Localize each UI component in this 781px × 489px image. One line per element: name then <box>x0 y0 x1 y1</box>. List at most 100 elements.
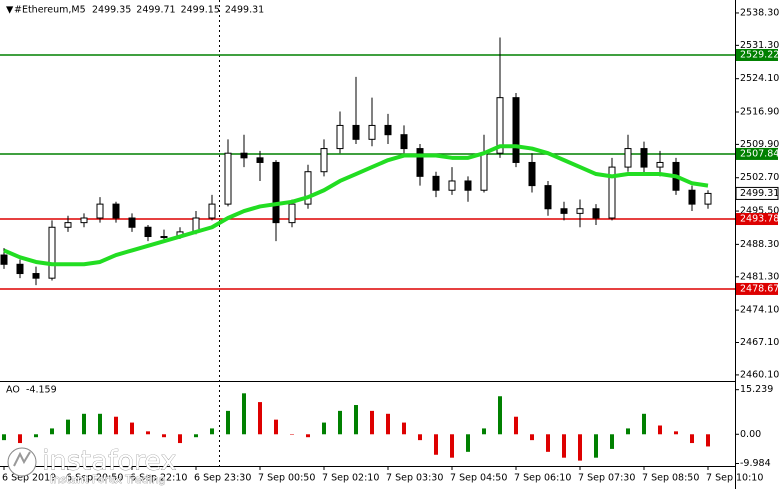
axes: 2538.30 2531.30 2524.10 2516.90 2509.90 2502.… <box>2 7 779 483</box>
candle-body <box>560 208 568 214</box>
candle-body <box>96 203 104 219</box>
x-tick-label: 7 Sep 04:50 <box>450 473 507 484</box>
header-value: 2499.71 <box>136 5 175 16</box>
candle-body <box>128 217 136 228</box>
candle-body <box>256 157 264 163</box>
level-label-box <box>736 282 778 295</box>
ao-bar <box>626 428 630 435</box>
candle-body <box>688 189 696 205</box>
y-tick-label: 2516.90 <box>740 107 779 118</box>
candle-body <box>304 171 312 205</box>
candle-body <box>352 124 360 140</box>
y-tick-label: 2524.10 <box>740 73 779 84</box>
ao-bar <box>162 434 166 438</box>
candle-body <box>272 161 280 224</box>
y-tick-label: 2502.70 <box>740 172 779 183</box>
candle-body <box>336 124 344 150</box>
candle-body <box>400 134 408 150</box>
ao-bar <box>34 434 38 438</box>
title-marker: ▼ <box>6 5 14 16</box>
ao-bar <box>2 434 6 441</box>
header-value: 2499.31 <box>225 5 264 16</box>
ao-panel <box>2 393 710 461</box>
candle-body <box>48 226 56 279</box>
x-tick-label: 7 Sep 10:10 <box>706 473 763 484</box>
level-label: 2507.84 <box>740 148 779 159</box>
level-label-box <box>736 48 778 61</box>
level-label: 2493.78 <box>740 214 779 225</box>
level-label: 2478.67 <box>740 283 779 294</box>
y-tick-label: 2538.30 <box>740 7 779 18</box>
x-tick-label: 7 Sep 03:30 <box>386 473 443 484</box>
ao-bar <box>146 431 150 435</box>
candle-body <box>208 203 216 219</box>
y-tick-label: 2488.30 <box>740 239 779 250</box>
ao-bar <box>498 396 502 435</box>
ao-bar <box>290 434 294 435</box>
ao-bar <box>274 419 278 435</box>
y-tick-label: 2467.10 <box>740 337 779 348</box>
y-tick-label: 2481.30 <box>740 271 779 282</box>
x-tick-label: 7 Sep 00:50 <box>258 473 315 484</box>
ao-bar <box>18 434 22 444</box>
candle-body <box>224 152 232 205</box>
candle-body <box>0 254 8 265</box>
candle-body <box>656 161 664 168</box>
ao-bar <box>98 413 102 435</box>
candle-body <box>384 124 392 136</box>
ao-bar <box>530 434 534 441</box>
ao-bar <box>546 434 550 452</box>
candle-body <box>592 208 600 219</box>
ao-bar <box>82 413 86 435</box>
x-tick-label: 6 Sep 22:10 <box>130 473 187 484</box>
header-value: 2499.35 <box>92 5 131 16</box>
ao-bar <box>178 434 182 444</box>
ao-bar <box>258 402 262 435</box>
x-tick-label: 7 Sep 02:10 <box>322 473 379 484</box>
ao-bar <box>562 434 566 458</box>
ao-bar <box>690 434 694 444</box>
ao-bar <box>642 413 646 435</box>
ao-bar <box>370 410 374 435</box>
candle-body <box>704 192 712 205</box>
ao-current: -4.159 <box>26 385 57 396</box>
moving-average <box>3 144 709 267</box>
watermark-logo-mark <box>13 451 31 467</box>
candle-body <box>608 166 616 219</box>
watermark-brand: instaforex <box>42 446 176 477</box>
chart-title: #Ethereum,M5 <box>14 5 86 16</box>
ao-bar <box>194 434 198 438</box>
ao-bar <box>610 434 614 449</box>
ao-bar <box>658 425 662 435</box>
x-tick-label: 7 Sep 07:30 <box>578 473 635 484</box>
candle-body <box>288 203 296 224</box>
candle-body <box>624 148 632 168</box>
ao-bar <box>706 434 710 447</box>
ao-bar <box>482 428 486 435</box>
candle-body <box>368 124 376 140</box>
x-tick-label: 6 Sep 2019 <box>2 473 56 484</box>
ao-bar <box>466 434 470 452</box>
watermark-tagline: Instant Forex Trading <box>50 473 166 486</box>
header-values: 2499.35 2499.71 2499.15 2499.31 <box>92 5 264 16</box>
ao-bar <box>354 405 358 435</box>
candle-body <box>512 97 520 163</box>
candle-body <box>64 222 72 228</box>
ao-bar <box>306 434 310 438</box>
candle-body <box>480 152 488 191</box>
watermark: instaforex Instant Forex Trading <box>7 445 177 486</box>
ao-bar <box>578 434 582 461</box>
ao-bar <box>210 428 214 435</box>
candle-body <box>496 97 504 154</box>
watermark-logo <box>7 447 37 477</box>
candle-body <box>544 185 552 210</box>
candle-body <box>432 175 440 191</box>
ao-bar <box>338 410 342 435</box>
ao-title: AO <box>6 385 20 396</box>
ao-bar <box>322 422 326 435</box>
ao-bar <box>242 393 246 435</box>
header-value: 2499.15 <box>181 5 220 16</box>
candle-body <box>448 180 456 191</box>
